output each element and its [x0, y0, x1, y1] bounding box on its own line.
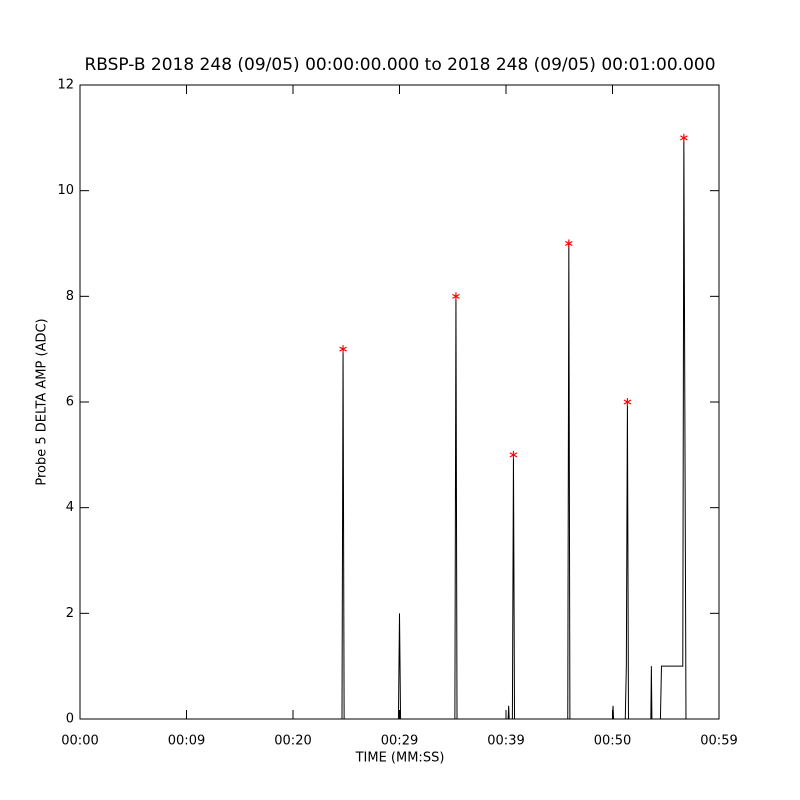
y-tick-label: 0 [66, 712, 74, 727]
chart-title: RBSP-B 2018 248 (09/05) 00:00:00.000 to … [84, 55, 715, 75]
x-tick-label: 00:00 [61, 734, 98, 749]
marker-stroke [565, 240, 573, 247]
x-tick-label: 00:50 [594, 734, 631, 749]
y-tick-label: 10 [57, 183, 74, 198]
peak-marker [339, 345, 347, 354]
x-tick-label: 00:29 [381, 734, 418, 749]
marker-stroke [339, 346, 347, 352]
y-tick-label: 6 [66, 395, 74, 410]
y-tick-label: 12 [57, 78, 74, 93]
x-tick-label: 00:39 [487, 734, 524, 749]
x-tick-label: 00:09 [168, 734, 205, 749]
x-tick-label: 00:59 [700, 734, 737, 749]
peak-marker [623, 398, 632, 406]
x-axis-label: TIME (MM:SS) [355, 751, 445, 766]
marker-stroke [680, 135, 688, 141]
y-axis-label: Probe 5 DELTA AMP (ADC) [35, 318, 50, 485]
x-tick-label: 00:20 [274, 734, 311, 749]
peak-marker [565, 239, 573, 248]
marker-stroke [623, 399, 632, 405]
marker-stroke [509, 452, 518, 458]
y-tick-label: 8 [66, 289, 74, 304]
data-line [80, 137, 687, 720]
peak-marker [509, 450, 518, 459]
y-tick-label: 4 [66, 500, 74, 515]
marker-stroke [452, 293, 460, 299]
peak-marker [680, 133, 688, 142]
y-tick-label: 2 [66, 606, 74, 621]
peak-marker [452, 292, 460, 301]
